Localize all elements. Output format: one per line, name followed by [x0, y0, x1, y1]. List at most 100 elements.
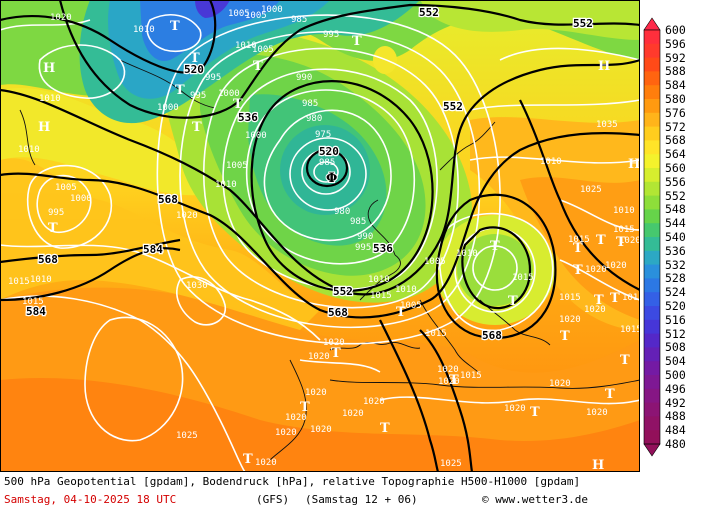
scale-swatch [644, 154, 660, 169]
geopotential-label: 584 [143, 243, 163, 256]
isobar-1030 [176, 276, 226, 326]
pressure-label: 1020 [342, 409, 364, 419]
geopotential-label: 568 [328, 306, 348, 319]
pressure-label: 1015 [568, 235, 590, 245]
pressure-label: 1020 [438, 377, 460, 387]
low-center: T [490, 239, 500, 254]
scale-swatch [644, 250, 660, 266]
pressure-label: 1005 [252, 45, 274, 55]
scale-arrow-top [643, 17, 661, 31]
scale-value-label: 572 [665, 119, 686, 134]
scale-swatch [644, 71, 660, 86]
scale-value-label: 552 [665, 188, 686, 203]
yellow-band-west [0, 87, 220, 196]
pressure-label: 1010 [18, 145, 40, 155]
scale-swatch [644, 140, 660, 155]
geopot-568-atl [0, 238, 181, 264]
pressure-label: 1020 [176, 211, 198, 221]
isobar-east-1 [559, 199, 640, 231]
scale-value-label: 568 [665, 133, 686, 148]
isobar-iberia [299, 359, 381, 373]
pressure-label: 1030 [186, 281, 208, 291]
scale-swatch [644, 112, 660, 128]
pressure-label: 1000 [218, 89, 240, 99]
pressure-label: 1000 [70, 194, 92, 204]
scale-swatch [644, 292, 660, 307]
scale-swatch [644, 195, 660, 210]
geopotential-label: 520 [319, 145, 339, 158]
scale-swatch [644, 209, 660, 224]
pressure-label: 1015 [512, 273, 534, 283]
pressure-label: 995 [323, 30, 339, 40]
pressure-label: 985 [302, 99, 318, 109]
scale-swatch [644, 361, 660, 376]
isobar-995 [222, 68, 438, 290]
scale-swatch [644, 85, 660, 100]
low-center: T [175, 83, 185, 98]
pressure-label: 1020 [275, 428, 297, 438]
scale-value-label: 576 [665, 105, 686, 120]
scale-swatch [644, 278, 660, 293]
pressure-label: 1035 [596, 120, 618, 130]
isobar-cutoff-1 [472, 245, 518, 291]
pressure-label: 995 [190, 91, 206, 101]
pressure-label: 1020 [586, 408, 608, 418]
scale-value-label: 484 [665, 423, 686, 438]
pressure-label: 1020 [363, 397, 385, 407]
pressure-label: 1015 [622, 293, 640, 303]
pressure-label: 1020 [255, 458, 277, 468]
isobar-north-1 [499, 47, 640, 61]
low-center: T [190, 51, 200, 66]
scale-swatch [644, 430, 660, 445]
geopot-east [519, 99, 640, 291]
pressure-label: 1010 [215, 180, 237, 190]
hot-region-east [520, 177, 640, 320]
scale-value-label: 560 [665, 161, 686, 175]
geopot-584 [0, 247, 181, 302]
geopot-cutoff-2 [435, 193, 557, 339]
color-scale-bar [643, 17, 661, 457]
coast-france [359, 254, 401, 301]
scale-value-label: 524 [665, 285, 686, 300]
scale-value-label: 504 [665, 354, 686, 369]
low-center: T [396, 305, 406, 320]
geopot-552 [0, 58, 640, 296]
scale-value-label: 584 [665, 78, 686, 93]
pressure-label: 975 [315, 130, 331, 140]
geopotential-label: 536 [373, 242, 393, 255]
scale-value-label: 480 [665, 437, 686, 451]
pressure-label: 1000 [245, 131, 267, 141]
pressure-label: 1015 [425, 329, 447, 339]
low-center: T [530, 405, 540, 420]
scale-swatch [644, 388, 660, 404]
low-center: T [573, 263, 583, 278]
isobar-africa [379, 396, 640, 405]
scale-swatch [644, 168, 660, 183]
pressure-label: 980 [306, 114, 322, 124]
geopot-568 [0, 132, 640, 319]
low-center-primary: Φ [326, 171, 337, 186]
scale-swatch [644, 306, 660, 321]
low-center: T [594, 293, 604, 308]
pressure-label: 1020 [308, 352, 330, 362]
scale-swatch [644, 223, 660, 238]
low-center: T [331, 346, 341, 361]
coast-italy [419, 299, 479, 373]
pressure-label: 1010 [540, 157, 562, 167]
geopot-568-south [419, 329, 474, 472]
scale-value-label: 548 [665, 202, 686, 217]
low-center: T [508, 294, 518, 309]
scale-value-label: 544 [665, 216, 686, 231]
pressure-label: 1020 [50, 13, 72, 23]
scale-value-label: 516 [665, 312, 686, 327]
isobar-1025 [84, 316, 184, 442]
pressure-label: 1010 [235, 41, 257, 51]
pressure-label: 1020 [437, 365, 459, 375]
pressure-label: 1025 [176, 431, 198, 441]
map-canvas: 1020 1010 1005 995 1000 995 1000 1005 10… [0, 0, 640, 472]
coast-iberia-west [269, 359, 307, 461]
pressure-label: 1010 [456, 249, 478, 259]
pressure-label: 1010 [395, 285, 417, 295]
scale-swatch [644, 264, 660, 279]
pressure-label: 1005 [228, 9, 250, 19]
